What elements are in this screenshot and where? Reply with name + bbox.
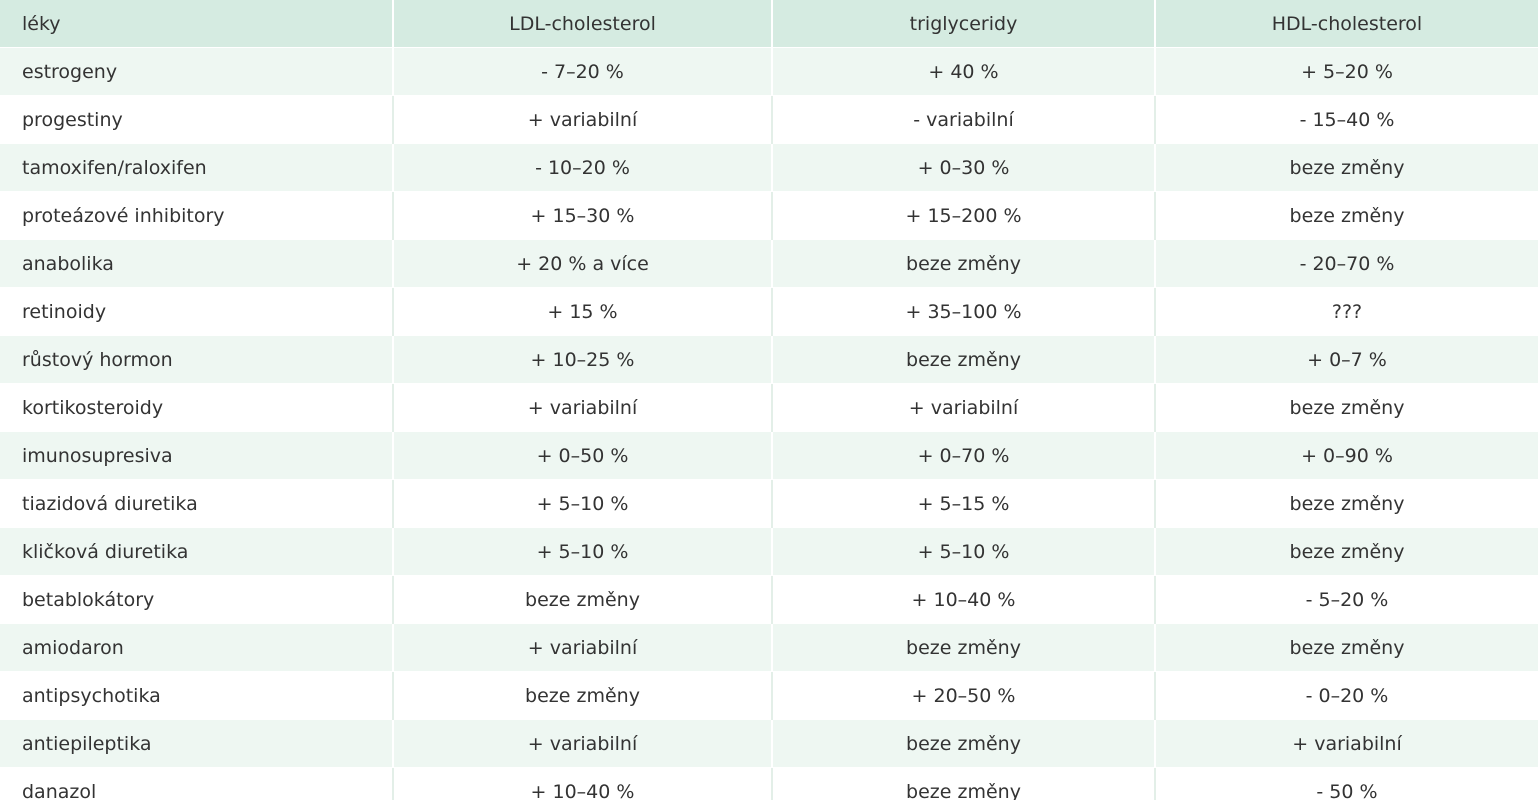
effect-cell: + variabilní [392,719,772,768]
table-row: kortikosteroidy + variabilní + variabilní b… [0,383,1538,432]
drug-cell: kortikosteroidy [0,383,393,432]
table-row: antipsychotika beze změny + 20–50 % - 0–20 … [0,671,1538,720]
drug-cell: betablokátory [0,575,393,624]
effect-cell: + variabilní [392,383,772,432]
effect-cell: + 10–25 % [392,335,772,384]
effect-cell: + 35–100 % [771,287,1155,336]
effect-cell: - variabilní [771,95,1155,144]
drug-cell: progestiny [0,95,393,144]
effect-cell: beze změny [1154,623,1538,672]
effect-cell: beze změny [392,671,772,720]
effect-cell: + 0–70 % [771,431,1155,480]
drug-cell: proteázové inhibitory [0,191,393,240]
table-row: proteázové inhibitory + 15–30 % + 15–200 %… [0,191,1538,240]
table-body: estrogeny - 7–20 % + 40 % + 5–20 % progestin… [0,47,1538,800]
drug-cell: tamoxifen/raloxifen [0,143,393,192]
effect-cell: beze změny [771,623,1155,672]
header-cell: HDL-cholesterol [1154,0,1538,48]
table-row: anabolika + 20 % a více beze změny - 20–70 … [0,239,1538,288]
drug-cell: tiazidová diuretika [0,479,393,528]
effect-cell: + variabilní [392,95,772,144]
effect-cell: + variabilní [1154,719,1538,768]
effect-cell: + 5–10 % [771,527,1155,576]
effect-cell: + 5–10 % [392,479,772,528]
table-row: antiepileptika + variabilní beze změny + va… [0,719,1538,768]
effect-cell: beze změny [1154,479,1538,528]
effect-cell: + 20 % a více [392,239,772,288]
effect-cell: + 15–30 % [392,191,772,240]
effect-cell: beze změny [1154,143,1538,192]
effect-cell: - 0–20 % [1154,671,1538,720]
effect-cell: + 15 % [392,287,772,336]
effect-cell: + 0–7 % [1154,335,1538,384]
effect-cell: + 5–10 % [392,527,772,576]
table-row: danazol + 10–40 % beze změny - 50 % [0,767,1538,800]
effect-cell: + 0–50 % [392,431,772,480]
table-header: léky LDL-cholesterol triglyceridy HDL-chole… [0,0,1538,48]
table-row: betablokátory beze změny + 10–40 % - 5–20 % [0,575,1538,624]
header-row: léky LDL-cholesterol triglyceridy HDL-chole… [0,0,1538,48]
effect-cell: beze změny [1154,527,1538,576]
table-row: růstový hormon + 10–25 % beze změny + 0–7 % [0,335,1538,384]
header-cell: LDL-cholesterol [392,0,772,48]
drug-cell: danazol [0,767,393,800]
effect-cell: + 40 % [771,47,1155,96]
drug-cell: kličková diuretika [0,527,393,576]
effect-cell: + 5–20 % [1154,47,1538,96]
effect-cell: beze změny [771,239,1155,288]
effect-cell: beze změny [392,575,772,624]
table-row: estrogeny - 7–20 % + 40 % + 5–20 % [0,47,1538,96]
effect-cell: - 5–20 % [1154,575,1538,624]
effect-cell: + 10–40 % [771,575,1155,624]
header-cell: léky [0,0,393,48]
effect-cell: beze změny [771,335,1155,384]
effect-cell: ??? [1154,287,1538,336]
effect-cell: + 20–50 % [771,671,1155,720]
header-cell: triglyceridy [771,0,1155,48]
drug-cell: antipsychotika [0,671,393,720]
table-row: retinoidy + 15 % + 35–100 %??? [0,287,1538,336]
effect-cell: + variabilní [771,383,1155,432]
table-row: imunosupresiva + 0–50 % + 0–70 % + 0–90 % [0,431,1538,480]
table-row: progestiny + variabilní - variabilní - 15–4… [0,95,1538,144]
table-row: kličková diuretika + 5–10 % + 5–10 % beze z… [0,527,1538,576]
effect-cell: beze změny [1154,191,1538,240]
effect-cell: beze změny [1154,383,1538,432]
effect-cell: - 10–20 % [392,143,772,192]
effect-cell: - 50 % [1154,767,1538,800]
table-row: tamoxifen/raloxifen - 10–20 % + 0–30 % beze… [0,143,1538,192]
effect-cell: + 0–30 % [771,143,1155,192]
effect-cell: + 15–200 % [771,191,1155,240]
effect-cell: + 0–90 % [1154,431,1538,480]
drug-cell: antiepileptika [0,719,393,768]
drug-cell: retinoidy [0,287,393,336]
effect-cell: + 10–40 % [392,767,772,800]
drug-cell: amiodaron [0,623,393,672]
effect-cell: - 15–40 % [1154,95,1538,144]
effect-cell: + variabilní [392,623,772,672]
drug-cell: estrogeny [0,47,393,96]
effect-cell: beze změny [771,719,1155,768]
drug-cell: růstový hormon [0,335,393,384]
drug-cell: anabolika [0,239,393,288]
effect-cell: beze změny [771,767,1155,800]
table-row: amiodaron + variabilní beze změny beze změn… [0,623,1538,672]
effect-cell: - 20–70 % [1154,239,1538,288]
drug-cell: imunosupresiva [0,431,393,480]
table-row: tiazidová diuretika + 5–10 % + 5–15 % beze … [0,479,1538,528]
effect-cell: - 7–20 % [392,47,772,96]
effect-cell: + 5–15 % [771,479,1155,528]
